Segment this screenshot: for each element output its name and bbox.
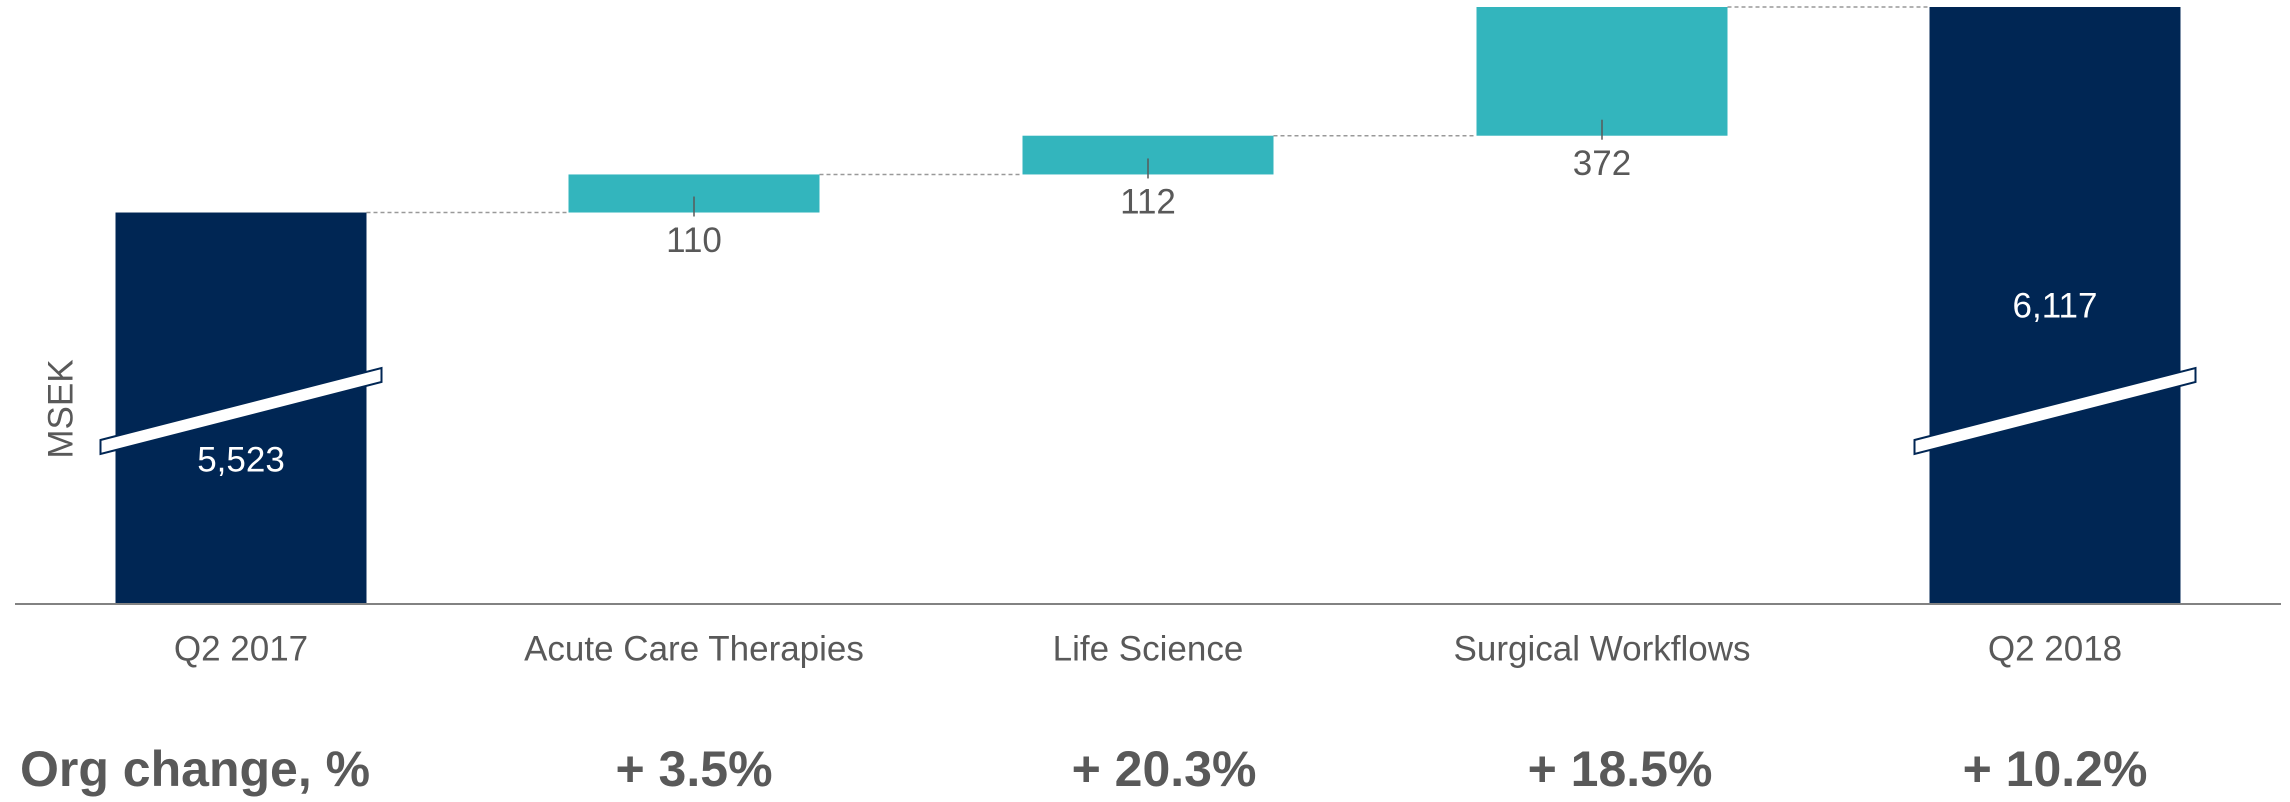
value-label: 110 xyxy=(666,221,722,260)
value-label: 112 xyxy=(1120,183,1176,222)
x-tick-label: Acute Care Therapies xyxy=(524,629,864,668)
x-tick-label: Surgical Workflows xyxy=(1454,629,1751,668)
org-change-value: + 18.5% xyxy=(1528,741,1713,797)
x-tick-label: Life Science xyxy=(1053,629,1244,668)
org-change-value: + 20.3% xyxy=(1072,741,1257,797)
org-change-value: + 3.5% xyxy=(615,741,772,797)
axis-break xyxy=(1913,366,2197,456)
org-change-value: + 10.2% xyxy=(1963,741,2148,797)
bar xyxy=(1929,7,2181,603)
y-axis-label: MSEK xyxy=(41,359,80,458)
value-label: 372 xyxy=(1573,144,1631,183)
org-change-label: Org change, % xyxy=(20,741,370,797)
bar xyxy=(1476,7,1728,136)
x-tick-label: Q2 2017 xyxy=(174,629,308,668)
x-tick-label: Q2 2018 xyxy=(1988,629,2122,668)
value-label: 6,117 xyxy=(2013,286,2098,325)
value-label: 5,523 xyxy=(197,440,285,479)
axis-break xyxy=(99,366,383,456)
